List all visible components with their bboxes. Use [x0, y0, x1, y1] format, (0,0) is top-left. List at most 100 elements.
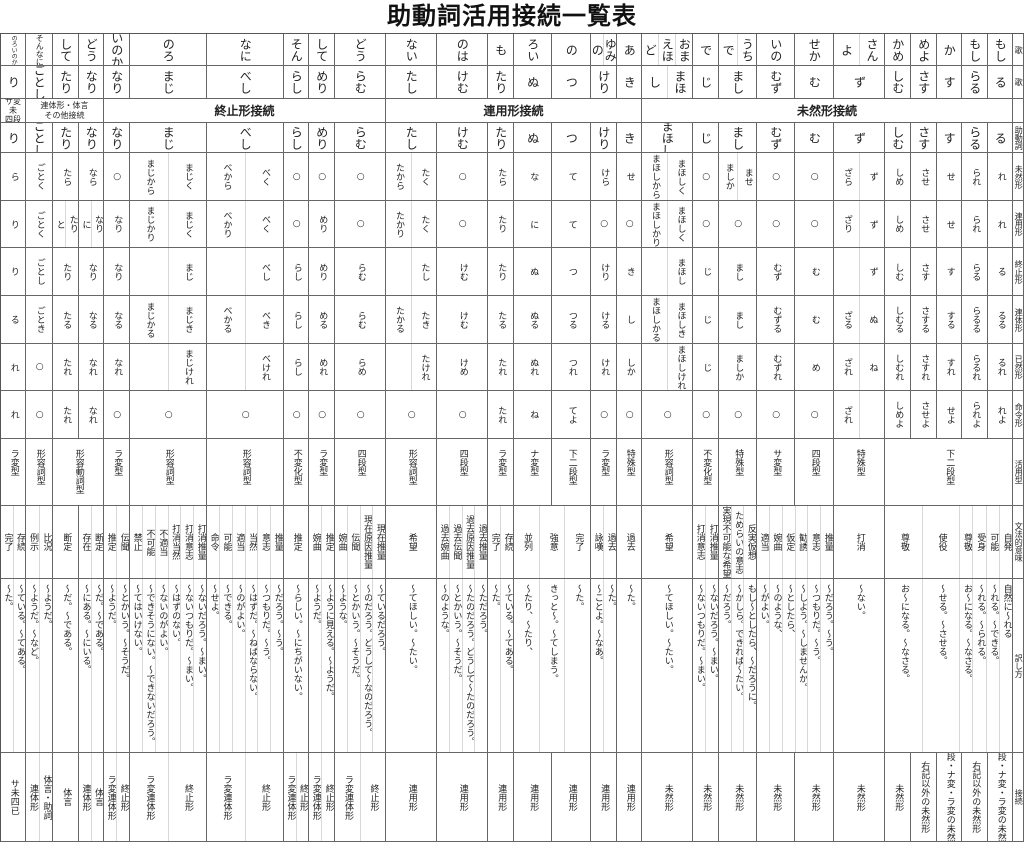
translation-split: 〜だ。〜である。 〜にある。〜にいる。	[79, 579, 103, 752]
conjugation-cell: き	[617, 248, 642, 296]
auxiliary-verb-cell: む	[795, 123, 834, 153]
conjugation-cell: ○	[26, 344, 53, 391]
conjugation-cell: つる	[552, 296, 591, 344]
conjugation-part: ざり	[834, 201, 859, 247]
conjugation-cell: する	[937, 296, 962, 344]
translation-text: 〜としたら、	[784, 584, 795, 638]
conjugation-part: べかり	[207, 201, 245, 247]
conjugation-cell: たれ	[53, 344, 79, 391]
meaning-split: 推量 意志 勧誘 仮定 婉曲 適当	[757, 506, 833, 578]
song2-cell: り	[1, 66, 26, 99]
conjugation-text: ○	[240, 409, 251, 420]
conjugation-text: まほしく	[675, 158, 686, 195]
translation-split: 〜ているだろう。 〜のだろう。どうして〜なのだろう。 〜とかいう。〜そうだ。 〜ような…	[335, 579, 385, 752]
song1-cell: して	[53, 34, 79, 66]
song1-split: うちで	[719, 34, 756, 65]
translation-cell: 〜らしい。〜にちがいない。	[284, 579, 309, 753]
connection-split: 連用形	[617, 753, 641, 841]
translation-part: 〜だろう。〜う。	[270, 579, 283, 752]
translation-part: 〜ないだろう。〜まい。	[705, 579, 718, 752]
meaning-row: 存続 完了 比況 例示 断定 断定 存在 伝聞 推定 打消推量 打消意志 打消当然 不適当 不可能 禁止 推量…	[1, 506, 1024, 579]
conjugation-row: りごとし たり なり なり まじ べし らし めり らむ たし けむ たりぬつけりきまほしじまし むずむ…	[1, 248, 1024, 296]
song2-cell: なり	[79, 66, 104, 99]
song1-cell: めよ	[911, 34, 937, 66]
conjugation-part: に	[79, 201, 91, 247]
conjugation-type-label: ラ変型	[112, 449, 123, 476]
conjugation-cell: まじく まじかり	[130, 201, 207, 248]
meaning-cell: 過去推量 過去原因推量 過去伝聞 過去婉曲	[437, 506, 488, 579]
connection-text: 未然形	[733, 783, 744, 811]
conjugation-row: らごとく たら なら ○ まじく まじから べく べから ○ ○ ○ たく たから ○ たらなてけらせまほし…	[1, 153, 1024, 201]
meaning-cell: 推量 意志 当然 適当 可能 命令	[207, 506, 284, 579]
conjugation-cell: なり	[104, 248, 130, 296]
translation-split: 〜た。 きっと〜。〜てしまう。 〜たり、〜たり、	[514, 579, 590, 752]
connection-part: 体言	[90, 753, 104, 841]
connection-cell: 体言	[53, 753, 79, 842]
conjugation-text: ○	[457, 219, 468, 229]
conjugation-split: まほしく まほしから	[642, 153, 692, 200]
conjugation-text: ○	[662, 409, 673, 420]
connection-text: 連用形	[457, 783, 468, 811]
conjugation-split: たし	[386, 248, 436, 295]
conjugation-type-label: 形容詞型	[163, 449, 174, 485]
conjugation-text: まほしかる	[649, 297, 660, 342]
song2-part: し	[642, 66, 667, 98]
song1-part: さん	[858, 34, 885, 65]
meaning-part: 過去原因推量	[461, 506, 475, 578]
song1-cell: あ	[617, 34, 642, 66]
conjugation-cell: らむ	[335, 248, 386, 296]
conjugation-part: ね	[858, 344, 885, 390]
conjugation-cell: らし	[284, 344, 309, 391]
conjugation-text: する	[944, 310, 955, 329]
translation-part: 〜せよ。	[207, 579, 219, 752]
conjugation-cell: つ	[552, 248, 591, 296]
auxiliary-verb-text: す	[942, 131, 957, 144]
meaning-text: 仮定	[784, 533, 795, 551]
conjugation-text: けめ	[457, 358, 468, 376]
song2-cell: む	[795, 66, 834, 99]
auxiliary-verb-text: けり	[596, 125, 611, 150]
conjugation-text: べから	[221, 163, 232, 190]
auxiliary-verb-cell: まほし	[642, 123, 693, 153]
meaning-split: 希望	[642, 506, 692, 578]
conjugation-cell: ○	[437, 153, 488, 201]
conjugation-text: なる	[112, 310, 123, 329]
meaning-part: 使役	[921, 506, 960, 578]
conjugation-text: なり	[112, 262, 123, 281]
translation-part: 〜ように見える。〜ようだ。	[321, 579, 334, 752]
connection-part: 終止形	[167, 753, 207, 841]
translation-part: きっと〜。〜てしまう。	[538, 579, 565, 752]
song1-part: うち	[737, 34, 756, 65]
auxiliary-verb-cell: き	[617, 123, 642, 153]
conjugation-part: まじく	[167, 201, 207, 247]
meaning-part: 仮定	[781, 506, 795, 578]
translation-part: 〜ようだ。	[104, 579, 116, 752]
conjugation-type-cell: 形容詞型	[386, 439, 437, 506]
conjugation-cell: ず	[834, 248, 885, 296]
row-label: 訳し方	[1013, 579, 1024, 753]
conjugation-cell: たり	[488, 201, 514, 248]
conjugation-text: ○	[457, 171, 468, 182]
conjugation-cell: たれ	[53, 391, 79, 439]
translation-text: 〜ている。〜てある。	[14, 584, 25, 674]
meaning-text: 不適当	[157, 528, 168, 556]
translation-part: 〜としたら、	[781, 579, 795, 752]
translation-cell: 〜た。	[617, 579, 642, 753]
song1-text: うち	[740, 37, 755, 62]
meaning-text: 実現不可能な希望	[720, 506, 731, 578]
connection-text: 連用形	[406, 783, 417, 811]
meaning-cell: 打消推量 打消意志	[693, 506, 719, 579]
meaning-part: 推量	[270, 506, 283, 578]
conjugation-text: らる	[970, 262, 981, 281]
conjugation-text: てよ	[566, 405, 577, 424]
song1-text: して	[314, 37, 329, 62]
conjugation-type-label: 四段型	[355, 449, 366, 476]
conjugation-text: けれ	[599, 358, 610, 376]
meaning-part: 例示	[26, 506, 39, 578]
meaning-text: 禁止	[131, 533, 142, 551]
conjugation-type-cell: 特殊型	[617, 439, 642, 506]
conjugation-text: まじ	[182, 262, 193, 281]
conjugation-text: まし	[733, 262, 744, 281]
translation-part: 〜できそうにない。〜できないだろう。	[141, 579, 155, 752]
song1-text: もし	[967, 37, 982, 62]
